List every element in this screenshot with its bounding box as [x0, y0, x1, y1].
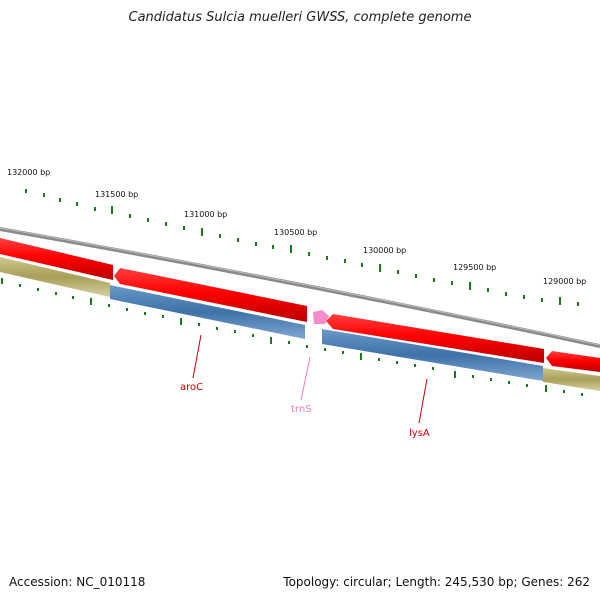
tick-label-132000: 132000 bp [7, 168, 50, 177]
blue-feature-lysA [322, 329, 543, 381]
tick-label-129000: 129000 bp [543, 277, 586, 286]
backbone-ring [0, 227, 600, 348]
leader-lysA [418, 378, 428, 424]
tick-label-131500: 131500 bp [95, 190, 138, 199]
cds-feature-right [546, 351, 600, 372]
gene-label-lysA: lysA [409, 428, 430, 439]
olive-feature-left [0, 257, 110, 297]
tick-label-131000: 131000 bp [184, 210, 227, 219]
cds-feature-arrow [114, 268, 307, 322]
inner-ticks [1, 278, 583, 396]
cds-feature-1 [0, 238, 113, 280]
genome-summary-text: Topology: circular; Length: 245,530 bp; … [283, 575, 590, 589]
leader-aroC [192, 334, 202, 379]
map-title: Candidatus Sulcia muelleri GWSS, complet… [128, 10, 472, 25]
gene-label-aroC: aroC [180, 382, 203, 393]
cds-feature-lysA-outer [326, 314, 544, 363]
accession-text: Accession: NC_010118 [9, 575, 146, 589]
tick-label-129500: 129500 bp [453, 263, 496, 272]
gene-label-trnS: trnS [291, 404, 312, 415]
olive-feature-right [543, 368, 600, 391]
leader-trnS [300, 356, 311, 401]
blue-feature-aroC [110, 285, 305, 339]
tick-label-130500: 130500 bp [274, 228, 317, 237]
trna-feature [313, 310, 329, 324]
tick-label-130000: 130000 bp [363, 246, 406, 255]
outer-ticks [25, 189, 579, 306]
